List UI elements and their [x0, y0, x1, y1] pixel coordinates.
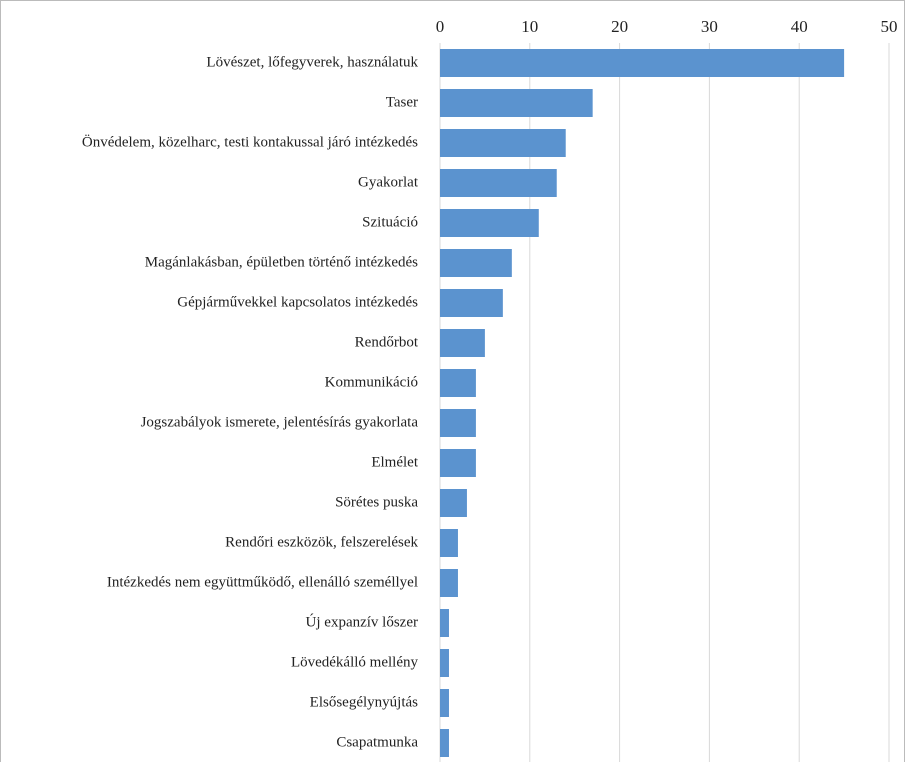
y-tick-label: Szituáció — [362, 214, 418, 230]
y-tick-label: Új expanzív lőszer — [306, 613, 418, 630]
y-tick-label: Magánlakásban, épületben történő intézke… — [145, 254, 418, 270]
bar — [440, 249, 512, 277]
bar — [440, 89, 593, 117]
bar — [440, 729, 449, 757]
bar — [440, 369, 476, 397]
y-tick-label: Elmélet — [371, 454, 418, 470]
bar — [440, 609, 449, 637]
bar — [440, 529, 458, 557]
x-tick-label: 10 — [521, 17, 538, 36]
y-tick-label: Rendőrbot — [355, 334, 419, 350]
x-tick-label: 20 — [611, 17, 628, 36]
y-tick-label: Önvédelem, közelharc, testi kontakussal … — [82, 133, 418, 150]
bar — [440, 489, 467, 517]
bar — [440, 449, 476, 477]
y-tick-label: Intézkedés nem együttműködő, ellenálló s… — [107, 574, 418, 590]
x-tick-label: 0 — [436, 17, 445, 36]
bar — [440, 569, 458, 597]
y-tick-label: Rendőri eszközök, felszerelések — [225, 534, 418, 550]
bar — [440, 689, 449, 717]
y-tick-label: Csapatmunka — [336, 734, 418, 750]
x-tick-label: 50 — [881, 17, 898, 36]
bar — [440, 169, 557, 197]
y-tick-label: Kommunikáció — [325, 374, 418, 390]
y-tick-label: Taser — [386, 94, 418, 110]
bar — [440, 329, 485, 357]
x-tick-label: 40 — [791, 17, 808, 36]
bar — [440, 129, 566, 157]
y-tick-label: Gépjárművekkel kapcsolatos intézkedés — [177, 294, 418, 310]
y-tick-label: Lövedékálló mellény — [291, 654, 419, 670]
bar — [440, 649, 449, 677]
bar — [440, 289, 503, 317]
bar — [440, 49, 845, 77]
bar — [440, 209, 539, 237]
y-tick-label: Jogszabályok ismerete, jelentésírás gyak… — [141, 414, 419, 430]
x-tick-label: 30 — [701, 17, 718, 36]
y-tick-label: Lövészet, lőfegyverek, használatuk — [206, 54, 418, 70]
y-tick-label: Gyakorlat — [358, 174, 419, 190]
y-tick-label: Elsősegélynyújtás — [310, 694, 418, 710]
bar — [440, 409, 476, 437]
y-tick-label: Sörétes puska — [335, 494, 418, 510]
